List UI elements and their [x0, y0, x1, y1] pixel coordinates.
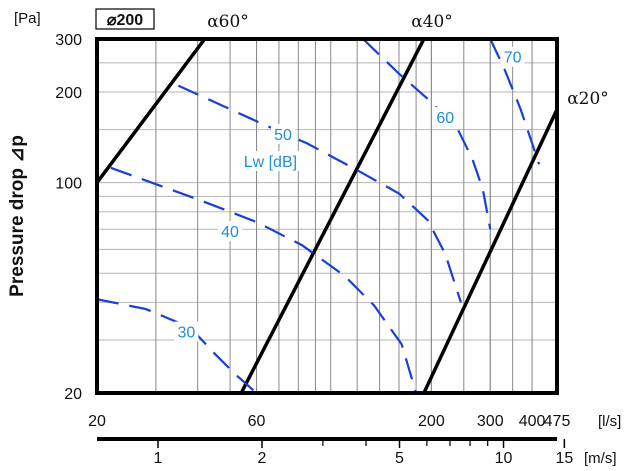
damper-angle-label: α60°	[207, 12, 249, 32]
lw-curve-3	[97, 298, 258, 393]
velocity-tick-label: 1	[154, 450, 163, 467]
curve-label-bg	[218, 221, 243, 242]
axis-group: [Pa] 20 100 200 300 Pressure drop ⊿p 20 60 200 30…	[7, 10, 621, 467]
lw-label-60: 60	[436, 110, 454, 127]
damper-line-1	[239, 39, 426, 393]
y-tick-label: 200	[55, 85, 82, 102]
velocity-unit-label: [m/s]	[584, 450, 617, 467]
chart-title: ⌀200	[107, 12, 143, 29]
curve-label-bg	[500, 46, 525, 67]
velocity-tick-label: 10	[495, 450, 513, 467]
velocity-tick-label: 5	[395, 450, 404, 467]
y-tick-label: 100	[55, 176, 82, 193]
x-tick-label: 200	[418, 413, 445, 430]
velocity-tick-label: 2	[258, 450, 267, 467]
x-unit-label: [l/s]	[598, 413, 621, 430]
lw-label-50: 50	[274, 127, 292, 144]
lw-curve-7	[489, 39, 541, 165]
lw-label-70: 70	[504, 50, 522, 67]
lw-curve-5	[177, 84, 462, 303]
damper-angle-label: α40°	[411, 12, 453, 32]
x-tick-label: 400	[519, 413, 546, 430]
velocity-tick-label: 15	[555, 450, 573, 467]
x-tick-label: 20	[88, 413, 106, 430]
y-tick-label: 300	[55, 32, 82, 49]
lw-curve-6	[362, 39, 492, 230]
x-tick-label: 475	[544, 413, 571, 430]
series-group	[97, 39, 557, 393]
y-axis-title: Pressure drop ⊿p	[7, 135, 28, 297]
x-tick-label: 60	[248, 413, 266, 430]
plot-frame	[95, 37, 559, 395]
damper-line-2	[422, 108, 557, 393]
y-tick-label: 20	[64, 386, 82, 403]
lw-label-40: 40	[221, 224, 239, 241]
curve-label-bg	[271, 124, 296, 145]
curve-label-bg	[235, 150, 305, 171]
x-tick-label: 300	[477, 413, 504, 430]
damper-angle-label: α20°	[567, 89, 609, 109]
y-unit-label: [Pa]	[14, 10, 41, 27]
curve-label-bg	[433, 107, 458, 128]
label-group: 30 40 50 60 70 Lw [dB] α60° α40° α20° ⌀200	[95, 8, 609, 342]
lw-label-30: 30	[177, 325, 195, 342]
lw-curve-4	[110, 166, 418, 393]
title-box	[95, 8, 155, 30]
damper-line-0	[97, 39, 207, 184]
lw-unit-label: Lw [dB]	[244, 154, 297, 171]
curve-label-bg	[174, 321, 199, 342]
